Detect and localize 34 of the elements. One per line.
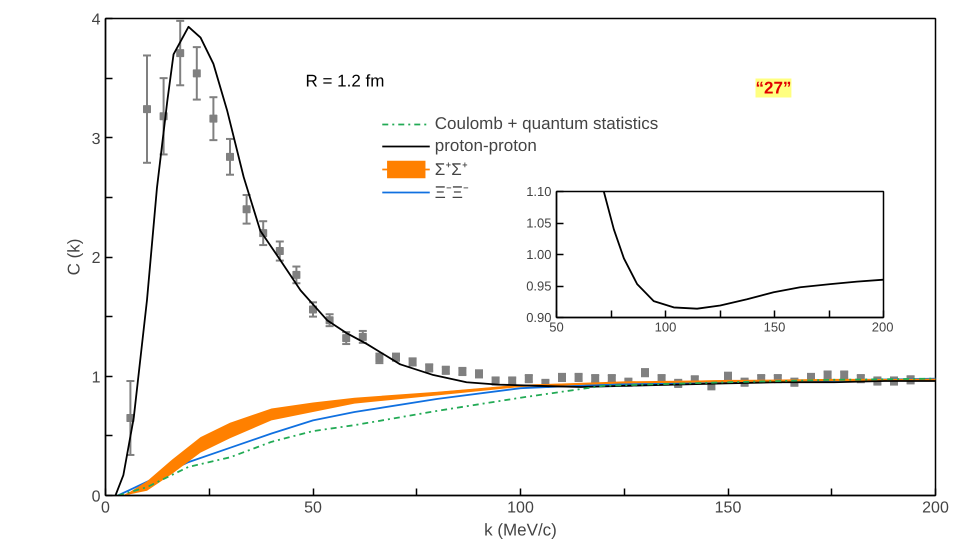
y-tick-label: 1.10 bbox=[526, 184, 552, 199]
annotation: R = 1.2 fm bbox=[306, 72, 384, 90]
point bbox=[192, 69, 201, 78]
y-axis-title: C (k) bbox=[64, 238, 84, 276]
y-tick-label: 3 bbox=[92, 130, 101, 148]
x-tick-label: 200 bbox=[922, 500, 949, 516]
point bbox=[292, 270, 300, 279]
legend-label: Σ⁺Σ⁺ bbox=[434, 159, 468, 180]
legend-label: proton-proton bbox=[434, 135, 537, 157]
point bbox=[276, 247, 284, 256]
y-tick-label: 2 bbox=[92, 250, 101, 267]
x-axis-title: k (MeV/c) bbox=[484, 520, 557, 540]
annotation: “27” bbox=[756, 78, 792, 98]
y-tick-label: 1.00 bbox=[526, 247, 552, 262]
point bbox=[342, 334, 350, 342]
point bbox=[143, 105, 151, 114]
point bbox=[209, 114, 218, 123]
x-tick-label: 150 bbox=[764, 320, 786, 334]
x-tick-label: 50 bbox=[304, 500, 322, 516]
x-tick-label: 150 bbox=[714, 500, 742, 516]
point bbox=[226, 152, 234, 161]
point bbox=[176, 49, 184, 58]
legend-label: Ξ⁻Ξ⁻ bbox=[434, 182, 469, 203]
legend-label: Coulomb + quantum statistics bbox=[434, 113, 658, 135]
y-tick-label: 4 bbox=[92, 12, 101, 28]
point bbox=[358, 332, 367, 341]
x-tick-label: 200 bbox=[872, 320, 894, 334]
y-tick-label: 1.05 bbox=[526, 216, 552, 230]
x-tick-label: 100 bbox=[654, 320, 676, 334]
y-tick-label: 1 bbox=[92, 369, 101, 386]
y-tick-label: 0.95 bbox=[526, 278, 552, 294]
y-tick-label: 0 bbox=[92, 488, 101, 506]
point bbox=[242, 205, 251, 214]
x-tick-label: 100 bbox=[507, 500, 534, 516]
